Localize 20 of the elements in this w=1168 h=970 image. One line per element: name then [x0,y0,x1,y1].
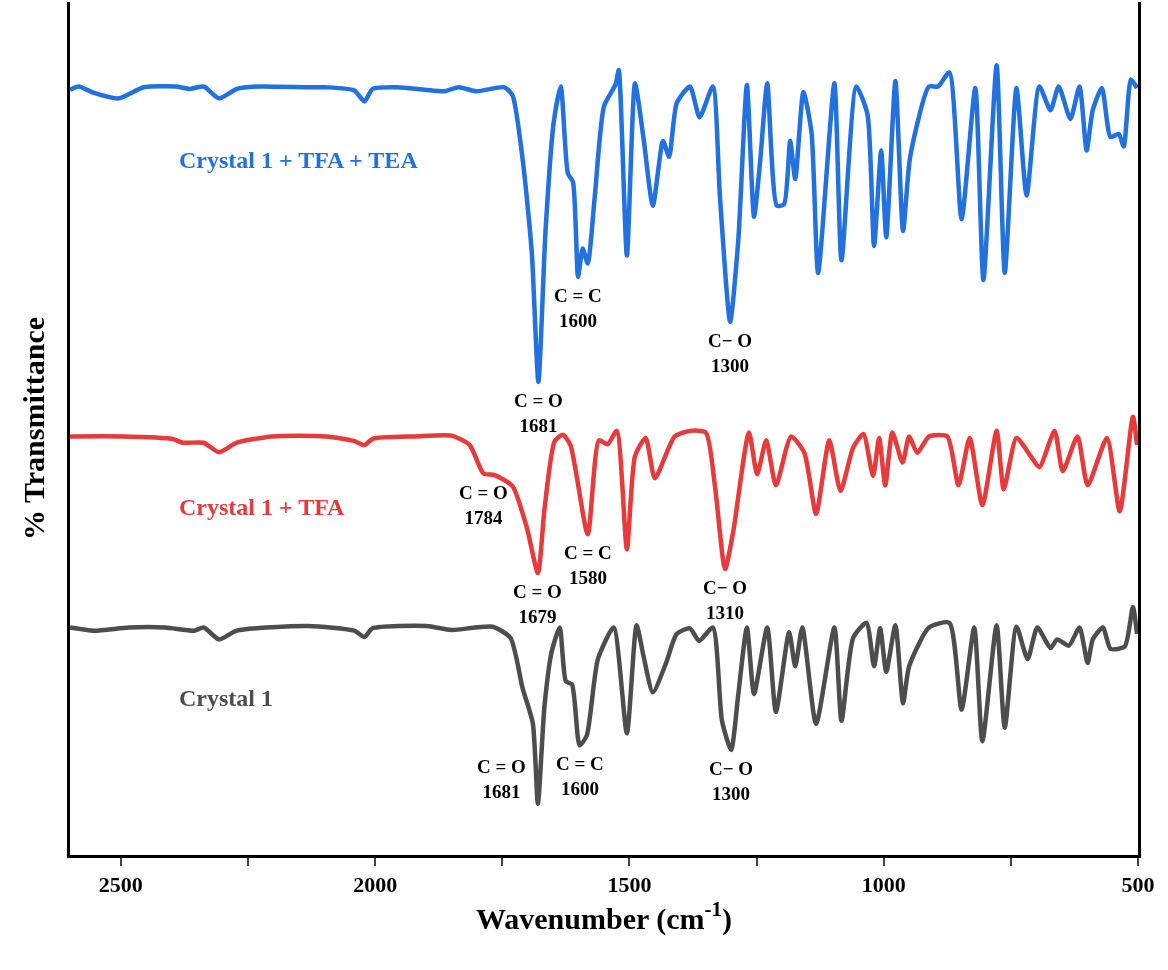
text: Crystal 1 [179,685,273,711]
text: Crystal 1 + TFA + TEA [179,147,419,173]
x-tick-label: 500 [1121,872,1155,898]
y-axis-title: % Transmittance [17,316,50,541]
annotation: C = O 1681 [477,756,526,802]
annotation: C = O 1679 [513,581,562,627]
annotation: C− O 1300 [709,758,754,804]
x-axis-title: Wavenumber (cm$^{-1}$) [475,897,733,936]
annotation: C = C 1580 [564,542,612,588]
annotation: C = C 1600 [554,285,602,331]
x-tick-label: 2000 [353,872,398,898]
x-tick-label: 1500 [607,872,652,898]
annotation: C− O 1300 [708,330,753,376]
x-tick-label: 1000 [861,872,906,898]
text: Crystal 1 + TFA [179,494,346,520]
x-tick-label: 2500 [98,872,143,898]
annotation: C = O 1784 [459,482,508,528]
annotation: C = O 1681 [514,390,563,436]
annotation: C− O 1310 [703,577,748,623]
annotation: C = C 1600 [556,753,604,799]
